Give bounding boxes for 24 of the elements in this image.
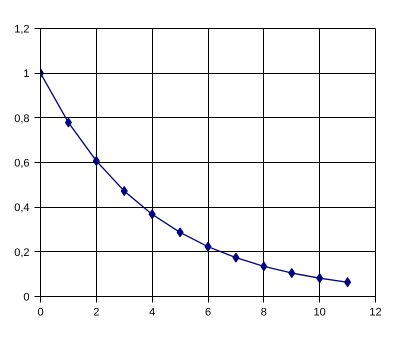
x-tick-label: 2 <box>93 306 100 318</box>
point <box>260 261 268 272</box>
point <box>288 268 296 278</box>
point <box>120 186 128 196</box>
x-tick-label: 4 <box>149 306 156 318</box>
point <box>92 156 100 166</box>
x-tick-label: 12 <box>369 306 382 318</box>
point <box>232 252 240 263</box>
y-tick-label: 1,2 <box>14 24 30 36</box>
point <box>316 273 324 284</box>
point <box>148 209 156 220</box>
y-tick-label: 0,8 <box>14 112 30 125</box>
y-tick-label: 0 <box>23 292 30 304</box>
y-tick-label: 0,4 <box>14 202 30 214</box>
x-tick-label: 0 <box>37 306 44 318</box>
y-tick-label: 0,2 <box>14 246 30 259</box>
point <box>344 277 352 288</box>
x-tick-label: 6 <box>204 306 212 318</box>
y-tick-label: 0,6 <box>14 158 30 170</box>
x-tick-label: 8 <box>260 306 267 318</box>
y-tick-label: 1 <box>23 68 30 80</box>
point <box>176 227 184 238</box>
x-tick-label: 10 <box>314 306 326 318</box>
point <box>64 118 72 128</box>
